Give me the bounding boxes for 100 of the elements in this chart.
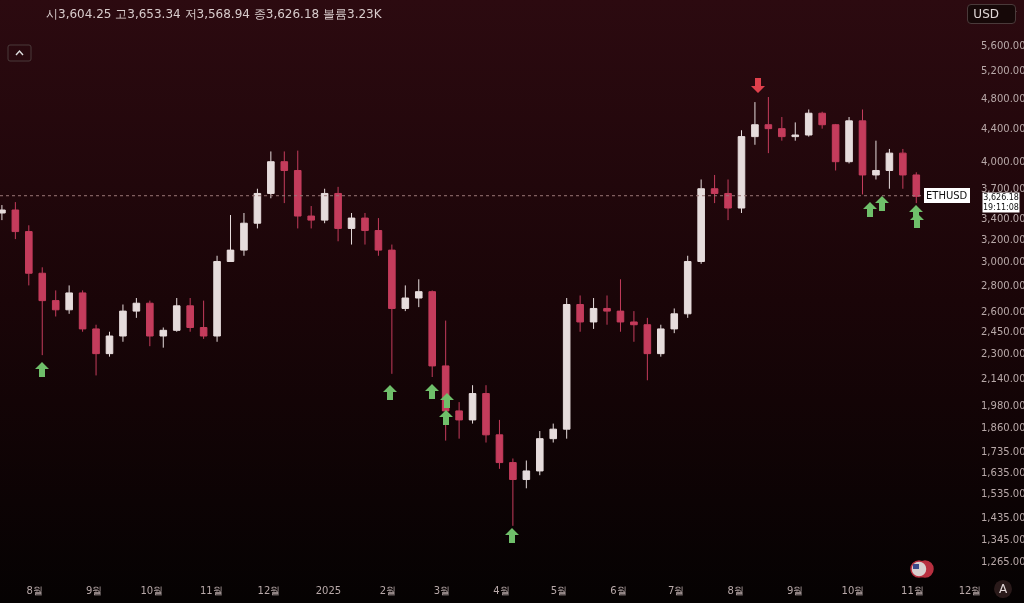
candlestick — [737, 129, 746, 214]
y-tick-label: 2,300.00 — [981, 348, 1024, 360]
candlestick — [374, 217, 383, 257]
x-tick-label: 9월 — [787, 585, 804, 596]
candlestick — [414, 278, 423, 308]
candlestick — [912, 171, 921, 204]
candlestick — [320, 188, 329, 224]
x-tick-label: 10월 — [841, 585, 865, 596]
y-tick-label: 3,700.00 — [981, 183, 1024, 195]
candlestick — [589, 297, 598, 330]
candlestick — [65, 284, 73, 315]
candlestick — [92, 324, 100, 376]
y-tick-label: 3,200.00 — [981, 233, 1024, 245]
candlestick — [845, 116, 853, 164]
x-tick-label: 11월 — [199, 585, 223, 596]
x-tick-label: 2025 — [315, 585, 342, 596]
y-tick-label: 2,800.00 — [981, 279, 1024, 291]
x-tick-label: 5월 — [550, 585, 568, 596]
y-tick-label: 1,435.00 — [981, 511, 1024, 523]
y-tick-label: 3,400.00 — [981, 212, 1024, 224]
candlestick — [670, 307, 679, 334]
candlestick — [119, 304, 127, 343]
candlestick — [522, 460, 531, 489]
candlestick — [885, 148, 894, 190]
candlestick — [240, 212, 248, 257]
candlestick — [778, 116, 786, 142]
x-tick-label: 8월 — [727, 585, 744, 596]
x-tick-label: 8월 — [26, 585, 43, 596]
candlestick — [657, 324, 665, 358]
candlestick — [307, 205, 315, 229]
candlestick — [428, 289, 437, 378]
y-tick-label: 1,735.00 — [981, 445, 1024, 457]
candlestick — [25, 224, 33, 286]
x-tick-label: 7월 — [667, 585, 685, 596]
x-tick-label: 11월 — [901, 585, 924, 596]
candlestick — [105, 331, 114, 358]
candlestick — [455, 401, 463, 440]
candlestick — [509, 457, 517, 527]
candlestick — [899, 148, 907, 190]
candlestick — [818, 111, 826, 130]
y-tick-label: 4,400.00 — [981, 123, 1024, 135]
candlestick — [132, 297, 141, 319]
candlestick — [293, 150, 302, 229]
candlestick — [361, 212, 369, 246]
y-tick-label: 1,345.00 — [981, 534, 1024, 546]
x-tick-label: 4월 — [493, 585, 510, 596]
candlestick — [804, 108, 813, 138]
candlestick — [858, 108, 867, 195]
x-tick-label: 2월 — [379, 585, 397, 596]
y-tick-label: 1,635.00 — [981, 466, 1024, 478]
candlestick — [199, 300, 208, 340]
candlestick — [643, 317, 652, 381]
text: 3,626.18 — [983, 193, 1019, 202]
candlestick — [280, 150, 289, 204]
y-tick-label: 2,600.00 — [981, 305, 1024, 317]
candlestick — [791, 121, 800, 142]
candlestick — [347, 212, 356, 246]
candlestick — [253, 188, 262, 229]
candlestick — [603, 294, 611, 326]
candlestick — [710, 174, 719, 204]
candlestick — [535, 430, 544, 476]
text: 시3,604.25 고3,653.34 저3,568.94 종3,626.18 볼륨3.23K — [46, 6, 382, 23]
candlestick — [226, 214, 235, 262]
candlestick — [159, 327, 168, 349]
x-tick-label: 12월 — [958, 585, 982, 596]
text: 19:11:08 — [983, 203, 1019, 213]
y-tick-label: 5,600.00 — [981, 39, 1024, 51]
y-tick-label: 1,860.00 — [981, 421, 1024, 433]
candlestick — [482, 384, 490, 444]
x-tick-label: 10월 — [140, 585, 164, 596]
x-tick-label: 6월 — [610, 585, 627, 596]
text: USD — [967, 4, 1016, 24]
candlestick — [697, 178, 705, 265]
candlestick — [764, 96, 773, 154]
x-tick-label: 3월 — [433, 585, 451, 596]
text: A — [994, 580, 1013, 598]
ref-line-label: ETHUSD — [926, 190, 968, 201]
candlestick — [562, 297, 571, 440]
candlestick — [831, 123, 840, 171]
candlestick — [172, 297, 181, 333]
y-tick-label: 1,265.00 — [981, 555, 1024, 567]
candlestick — [11, 201, 20, 240]
candlestick — [683, 255, 692, 319]
candlestick — [186, 297, 194, 333]
candlestick — [630, 310, 638, 343]
candlestick — [576, 294, 584, 333]
y-tick-label: 2,450.00 — [981, 326, 1024, 338]
x-tick-label: 12월 — [257, 585, 281, 596]
candlestick — [616, 278, 625, 333]
candlestick — [401, 284, 410, 312]
candlestick — [51, 289, 60, 317]
candlestick — [388, 244, 396, 375]
candlestick — [334, 186, 342, 242]
candlestick — [495, 419, 504, 470]
y-tick-label: 1,980.00 — [981, 400, 1024, 412]
y-tick-label: 3,000.00 — [981, 255, 1024, 267]
candlestick — [146, 300, 154, 347]
candlestick — [872, 140, 880, 180]
candlestick — [549, 423, 558, 444]
y-tick-label: 5,200.00 — [981, 65, 1024, 77]
